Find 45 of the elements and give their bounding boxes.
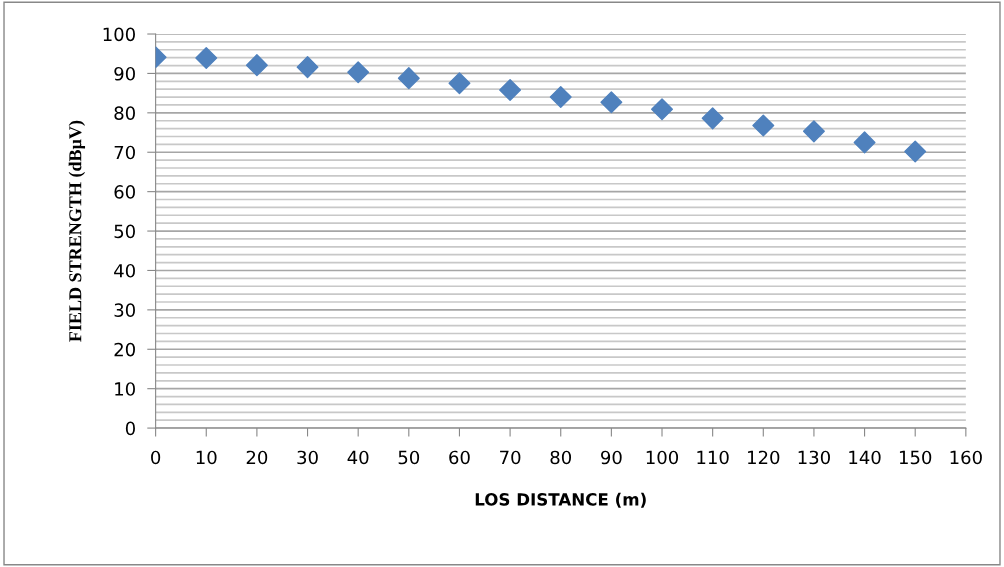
y-axis-title: FIELD STRENGTH (dBµV) (68, 120, 86, 342)
x-tick-label: 40 (347, 450, 369, 465)
point (397, 67, 420, 90)
x-tick-label: 60 (449, 450, 470, 465)
x-tick-label: 0 (151, 450, 161, 465)
x-axis-title: LOS DISTANCE (m) (475, 492, 646, 508)
point (600, 91, 623, 114)
point (853, 131, 876, 154)
x-tick-label: 90 (601, 450, 622, 465)
x-tick-label: 10 (196, 450, 217, 465)
y-tick-label: 10 (115, 382, 135, 396)
point (752, 114, 775, 137)
x-tick-label: 130 (798, 450, 830, 465)
point (245, 54, 268, 77)
y-tick-label: 50 (114, 224, 135, 239)
x-tick-label: 100 (646, 450, 679, 465)
point (701, 107, 724, 130)
x-tick-label: 140 (849, 450, 881, 465)
x-tick-label: 150 (899, 450, 932, 465)
y-tick-label: 40 (114, 263, 135, 278)
y-tick-label: 80 (114, 106, 135, 120)
point (195, 47, 218, 70)
y-tick-label: 60 (114, 185, 135, 199)
point (651, 98, 674, 121)
point (296, 56, 319, 79)
x-tick-label: 80 (550, 450, 572, 465)
x-tick-label: 110 (697, 450, 729, 465)
x-tick-label: 20 (246, 450, 268, 465)
y-tick-label: 20 (114, 342, 135, 357)
y-tick-label: 0 (125, 421, 135, 436)
x-tick-label: 120 (748, 450, 780, 465)
x-tick-label: 70 (500, 450, 521, 465)
point (347, 61, 370, 84)
point (904, 140, 927, 163)
y-tick-label: 90 (114, 66, 135, 81)
x-tick-label: 30 (297, 450, 318, 465)
y-tick-label: 100 (103, 27, 135, 42)
y-tick-label: 70 (114, 145, 135, 160)
point (499, 78, 522, 101)
point (448, 72, 471, 95)
x-tick-label: 50 (398, 450, 420, 465)
x-tick-label: 160 (950, 450, 982, 465)
point (802, 120, 825, 143)
y-tick-label: 30 (114, 303, 135, 317)
point (549, 86, 572, 109)
